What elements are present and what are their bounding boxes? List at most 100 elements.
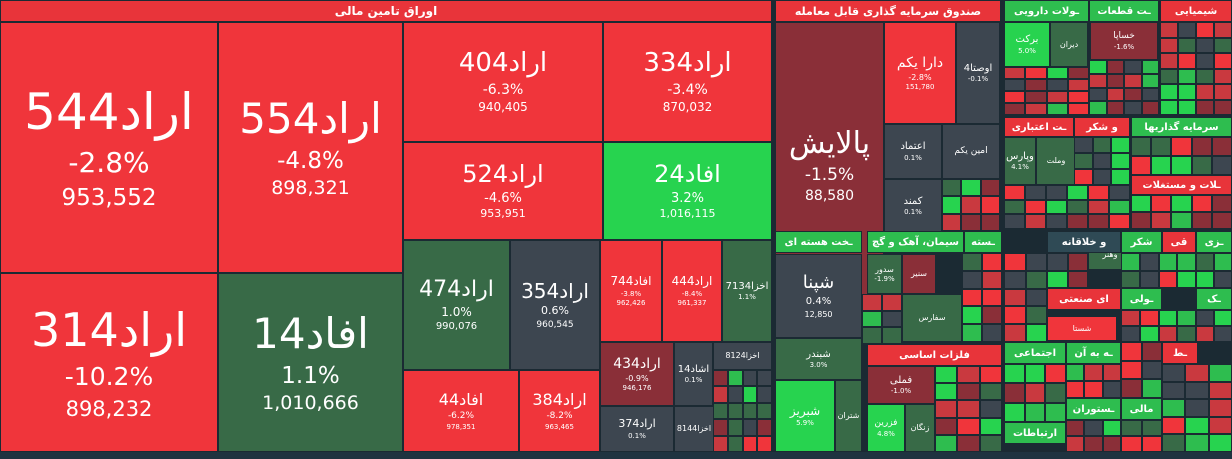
stock-cell[interactable] bbox=[1124, 101, 1142, 115]
stock-cell[interactable] bbox=[1004, 383, 1025, 403]
stock-cell[interactable] bbox=[1067, 199, 1088, 215]
stock-cell[interactable] bbox=[1214, 53, 1232, 69]
stock-cell[interactable] bbox=[1067, 91, 1089, 103]
stock-cell[interactable] bbox=[1177, 253, 1196, 271]
tile-7[interactable]: افاد24 3.2% 1,016,115 bbox=[603, 142, 772, 240]
stock-cell[interactable] bbox=[1102, 436, 1121, 452]
tile-28[interactable]: خساپا -1.6% bbox=[1090, 22, 1158, 60]
stock-cell[interactable] bbox=[727, 386, 743, 403]
stock-cell[interactable] bbox=[1141, 87, 1159, 102]
tile-38[interactable]: فملی -1.0% bbox=[867, 366, 935, 404]
tile-32[interactable]: شبندر 3.0% bbox=[775, 338, 862, 380]
stock-cell[interactable] bbox=[882, 310, 902, 328]
stock-cell[interactable] bbox=[1191, 156, 1212, 175]
stock-cell[interactable] bbox=[882, 294, 902, 311]
stock-cell[interactable] bbox=[1092, 169, 1112, 185]
stock-cell[interactable] bbox=[1004, 103, 1026, 115]
stock-cell[interactable] bbox=[1004, 199, 1025, 215]
stock-cell[interactable] bbox=[1088, 199, 1109, 215]
stock-cell[interactable] bbox=[979, 400, 1002, 418]
stock-cell[interactable] bbox=[1025, 103, 1047, 115]
stock-cell[interactable] bbox=[1046, 185, 1067, 200]
stock-cell[interactable] bbox=[1066, 436, 1085, 452]
stock-cell[interactable] bbox=[1004, 185, 1025, 200]
stock-cell[interactable] bbox=[1025, 79, 1047, 91]
stock-cell[interactable] bbox=[1141, 420, 1162, 436]
stock-cell[interactable] bbox=[1191, 212, 1212, 229]
tile-13[interactable]: اراد434 -0.9% 946,176 bbox=[600, 342, 674, 406]
stock-cell[interactable] bbox=[742, 435, 758, 452]
tile-8[interactable]: اراد474 1.0% 990,076 bbox=[403, 240, 510, 370]
stock-cell[interactable] bbox=[980, 213, 1000, 231]
stock-cell[interactable] bbox=[1208, 381, 1232, 400]
stock-cell[interactable] bbox=[1084, 364, 1103, 381]
stock-cell[interactable] bbox=[862, 310, 882, 328]
stock-cell[interactable] bbox=[1178, 37, 1196, 53]
stock-cell[interactable] bbox=[935, 434, 958, 452]
stock-cell[interactable] bbox=[957, 400, 980, 418]
stock-cell[interactable] bbox=[1185, 364, 1209, 382]
stock-cell[interactable] bbox=[862, 327, 882, 344]
stock-cell[interactable] bbox=[713, 370, 728, 387]
stock-cell[interactable] bbox=[1196, 326, 1214, 342]
stock-cell[interactable] bbox=[757, 402, 772, 420]
stock-cell[interactable] bbox=[1208, 364, 1232, 382]
stock-cell[interactable] bbox=[1162, 399, 1186, 417]
stock-cell[interactable] bbox=[1088, 214, 1109, 229]
stock-cell[interactable] bbox=[1162, 364, 1186, 382]
stock-cell[interactable] bbox=[1178, 84, 1196, 100]
stock-cell[interactable] bbox=[1208, 399, 1232, 417]
stock-cell[interactable] bbox=[1131, 156, 1152, 175]
stock-cell[interactable] bbox=[1089, 73, 1107, 88]
stock-cell[interactable] bbox=[1141, 436, 1162, 452]
stock-cell[interactable] bbox=[1158, 270, 1178, 288]
tile-42[interactable]: شستا bbox=[1047, 316, 1117, 341]
stock-cell[interactable] bbox=[1046, 103, 1068, 115]
tile-31[interactable]: شپنا 0.4% 12,850 bbox=[775, 254, 862, 338]
stock-cell[interactable] bbox=[713, 419, 728, 436]
stock-cell[interactable] bbox=[757, 419, 772, 436]
tile-9[interactable]: اراد354 0.6% 960,545 bbox=[510, 240, 600, 370]
tile-14[interactable]: اشاد14 0.1% bbox=[674, 342, 713, 406]
tile-16[interactable]: افاد44 -6.2% 978,351 bbox=[403, 370, 519, 452]
stock-cell[interactable] bbox=[713, 435, 728, 452]
stock-cell[interactable] bbox=[1111, 153, 1130, 169]
stock-cell[interactable] bbox=[1196, 270, 1214, 288]
stock-cell[interactable] bbox=[1185, 434, 1209, 452]
stock-cell[interactable] bbox=[1106, 60, 1124, 74]
stock-cell[interactable] bbox=[1067, 214, 1088, 229]
stock-cell[interactable] bbox=[1004, 79, 1026, 91]
stock-cell[interactable] bbox=[1196, 84, 1214, 100]
stock-cell[interactable] bbox=[1025, 288, 1047, 307]
stock-cell[interactable] bbox=[1211, 156, 1232, 175]
stock-cell[interactable] bbox=[1151, 156, 1172, 175]
stock-cell[interactable] bbox=[1084, 381, 1103, 398]
stock-cell[interactable] bbox=[957, 417, 980, 435]
stock-cell[interactable] bbox=[1160, 53, 1178, 69]
stock-cell[interactable] bbox=[1196, 253, 1214, 271]
stock-cell[interactable] bbox=[1208, 434, 1232, 452]
stock-cell[interactable] bbox=[1214, 270, 1232, 288]
stock-cell[interactable] bbox=[1160, 22, 1178, 38]
stock-cell[interactable] bbox=[1024, 402, 1046, 422]
stock-cell[interactable] bbox=[982, 324, 1002, 342]
stock-cell[interactable] bbox=[1196, 68, 1214, 84]
stock-cell[interactable] bbox=[882, 327, 902, 344]
stock-cell[interactable] bbox=[1046, 67, 1068, 79]
stock-cell[interactable] bbox=[1121, 379, 1142, 398]
tile-27[interactable]: دیران bbox=[1050, 22, 1088, 67]
stock-cell[interactable] bbox=[1004, 306, 1026, 325]
stock-cell[interactable] bbox=[1211, 212, 1232, 229]
stock-cell[interactable] bbox=[742, 419, 758, 436]
stock-cell[interactable] bbox=[1109, 185, 1130, 200]
stock-cell[interactable] bbox=[1084, 436, 1103, 452]
stock-cell[interactable] bbox=[962, 306, 982, 325]
stock-cell[interactable] bbox=[1025, 199, 1046, 215]
stock-cell[interactable] bbox=[1025, 185, 1046, 200]
stock-cell[interactable] bbox=[1214, 68, 1232, 84]
stock-cell[interactable] bbox=[1088, 185, 1109, 200]
stock-cell[interactable] bbox=[1162, 416, 1186, 435]
tile-2[interactable]: اراد314 -10.2% 898,232 bbox=[0, 273, 218, 452]
stock-cell[interactable] bbox=[1004, 91, 1026, 103]
stock-cell[interactable] bbox=[1067, 185, 1088, 200]
